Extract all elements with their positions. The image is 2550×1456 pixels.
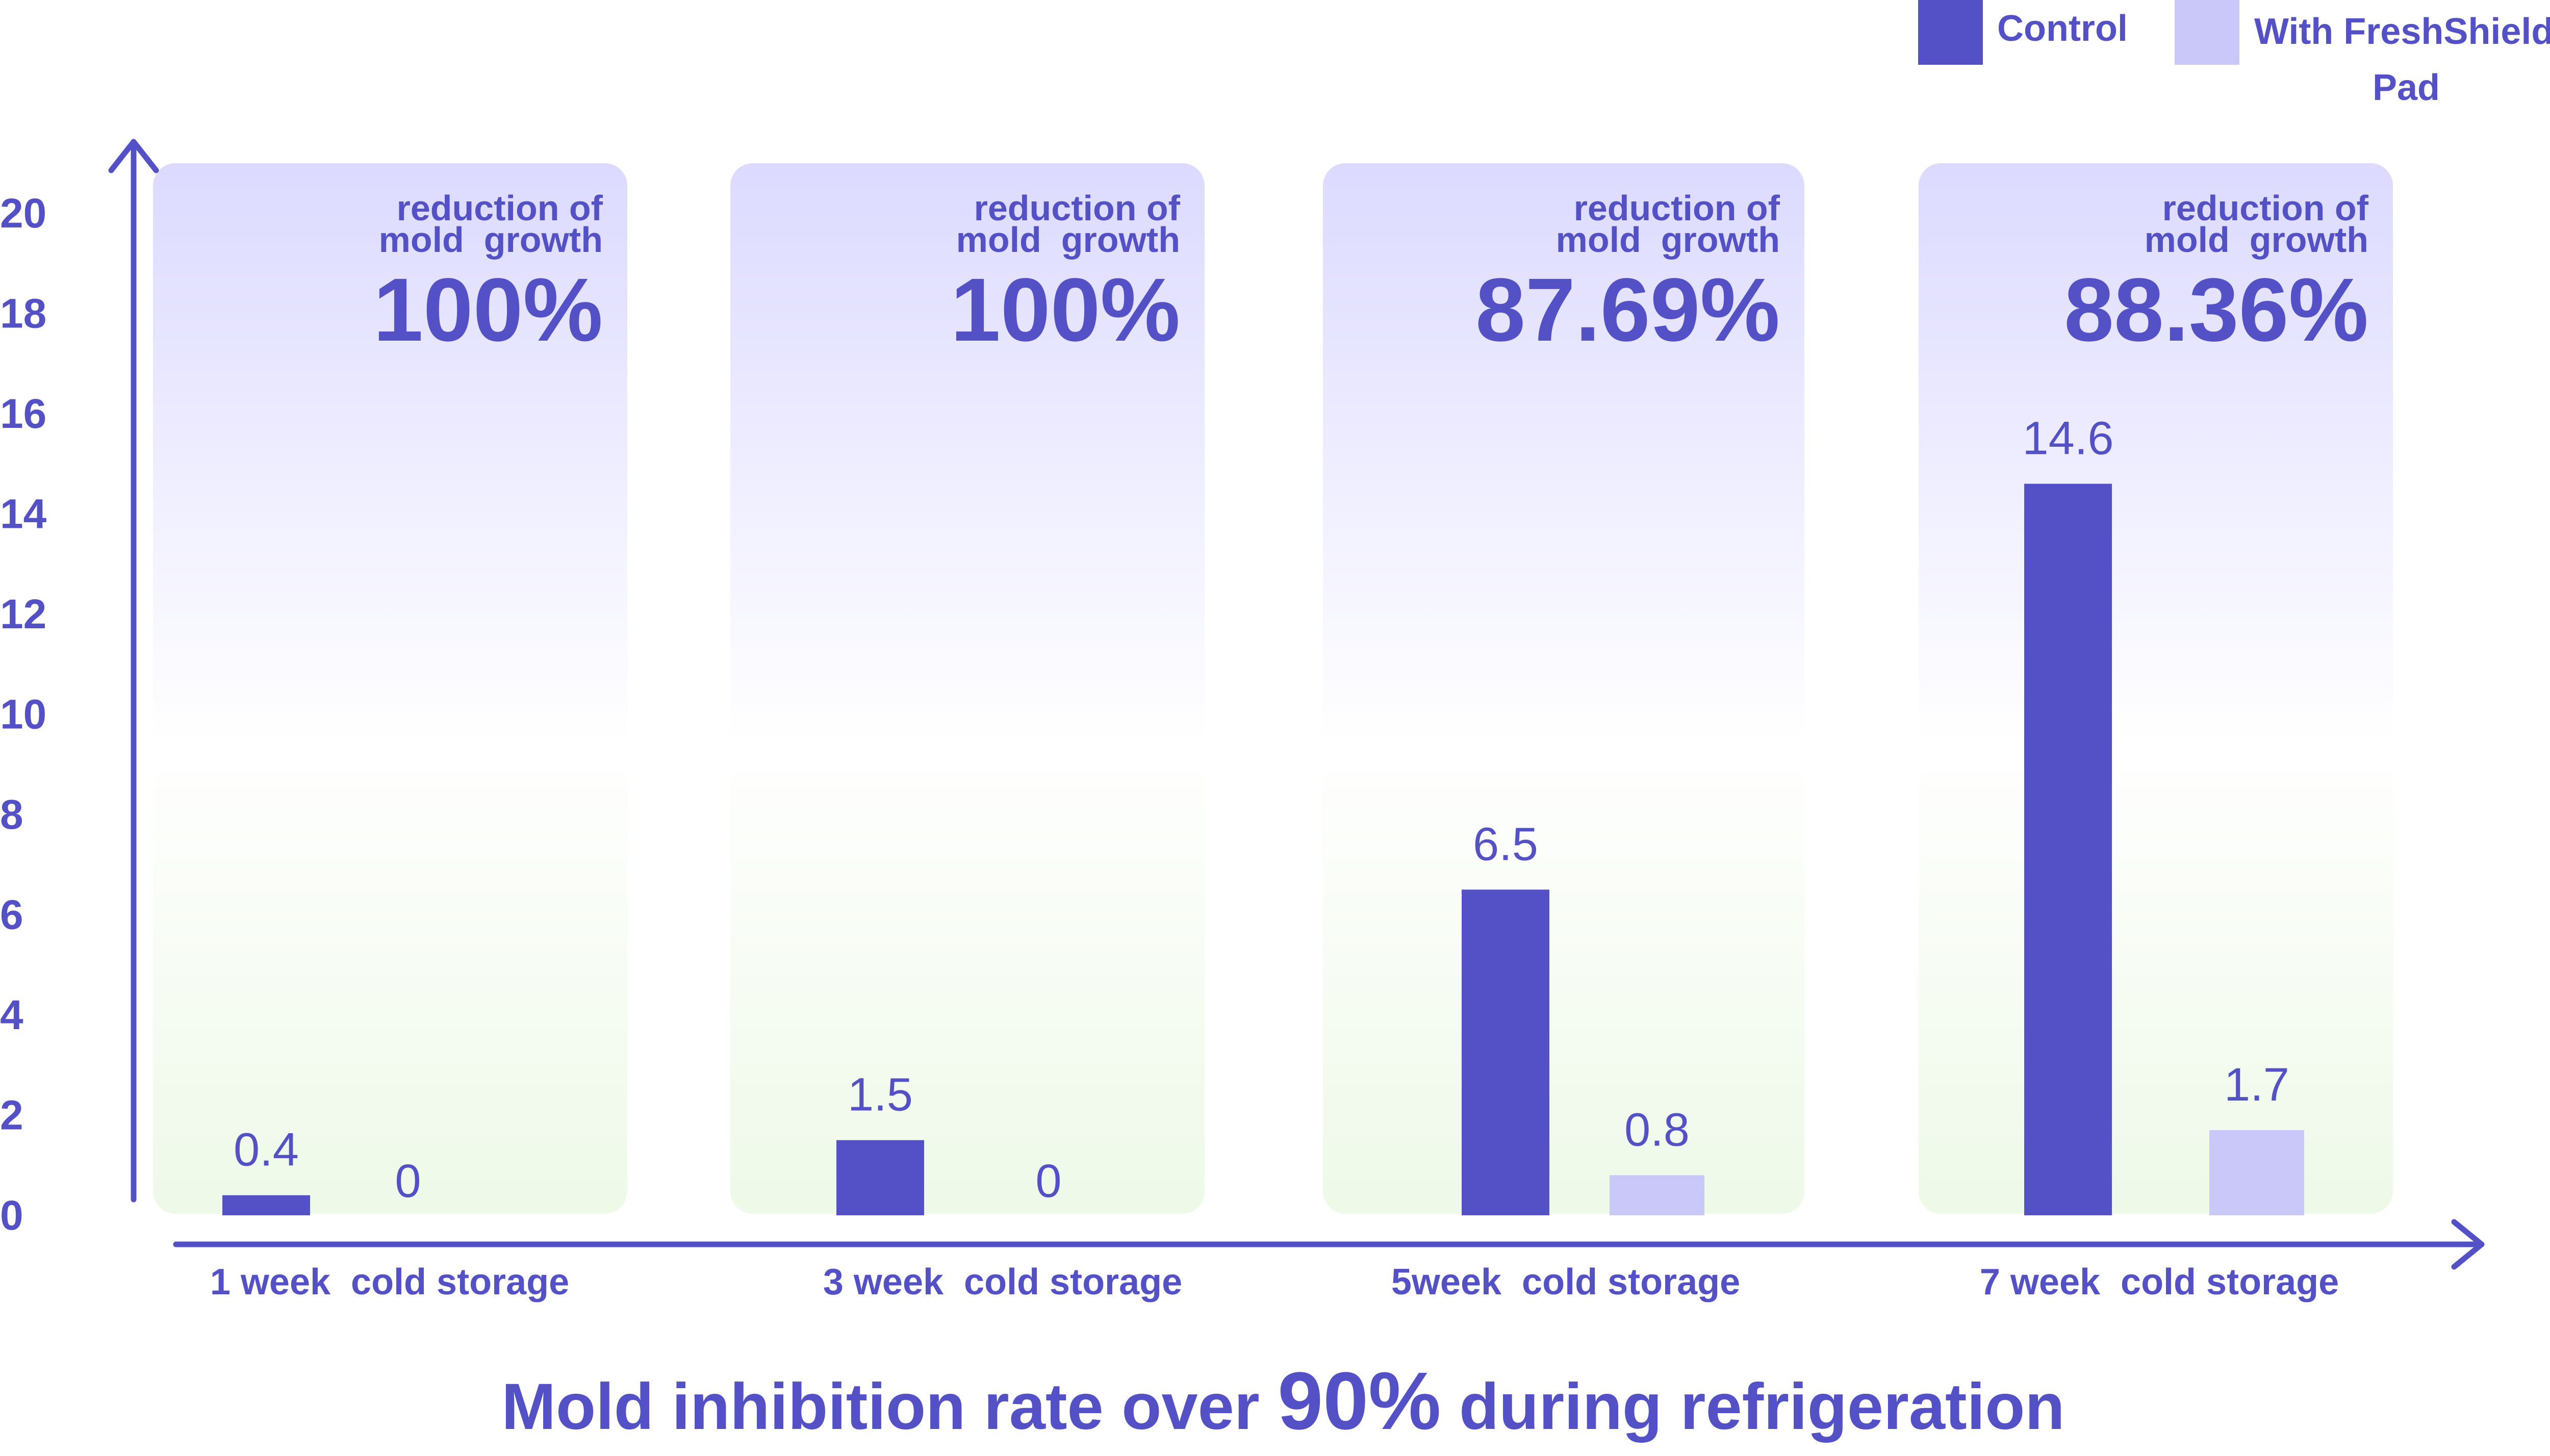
y-tick-label: 16 — [0, 391, 46, 437]
data-label-freshshield: 0 — [395, 1155, 421, 1207]
y-tick-label: 10 — [0, 692, 46, 738]
data-label-control: 14.6 — [2022, 413, 2113, 465]
x-category-label: 7 week cold storage — [1980, 1262, 2339, 1302]
bar-control — [836, 1140, 924, 1215]
data-label-freshshield: 0.8 — [1624, 1104, 1690, 1156]
annotation-label: mold growth — [956, 220, 1180, 260]
data-labels: 0.4 0 1.5 0 6.5 0.8 14.6 1.7 — [234, 413, 2289, 1207]
y-tick-label: 6 — [0, 892, 23, 938]
data-label-control: 1.5 — [848, 1069, 913, 1121]
headline-highlight: 90% — [1278, 1355, 1441, 1446]
y-tick-label: 12 — [0, 591, 46, 637]
x-category-label: 3 week cold storage — [823, 1262, 1182, 1302]
data-label-freshshield: 0 — [1035, 1155, 1061, 1207]
category-panel — [153, 163, 627, 1214]
data-label-control: 6.5 — [1473, 818, 1538, 870]
bars — [222, 483, 2304, 1215]
annotation-label: reduction of — [974, 188, 1181, 228]
annotation-label: mold growth — [2145, 220, 2368, 260]
annotation-value: 87.69% — [1475, 260, 1780, 360]
legend-swatch-freshshield — [2175, 0, 2239, 65]
legend-label-freshshield-line2: Pad — [2373, 67, 2440, 108]
legend-label-freshshield-line1: With FreshShield — [2254, 11, 2550, 52]
data-label-freshshield: 1.7 — [2224, 1059, 2289, 1111]
annotation-value: 88.36% — [2064, 260, 2368, 360]
bar-freshshield — [2209, 1130, 2304, 1215]
annotation-label: reduction of — [2162, 188, 2369, 228]
bar-control — [1462, 889, 1549, 1215]
y-tick-label: 18 — [0, 291, 46, 337]
y-tick-label: 20 — [0, 190, 46, 237]
annotation-label: mold growth — [379, 220, 603, 260]
y-tick-label: 14 — [0, 491, 47, 538]
x-category-labels: 1 week cold storage 3 week cold storage 5w… — [210, 1262, 2339, 1302]
chart-headline: Mold inhibition rate over 90% during ref… — [0, 1360, 2550, 1445]
bar-control — [2024, 483, 2112, 1215]
x-axis-arrowhead — [2451, 1219, 2485, 1270]
x-category-label: 5week cold storage — [1391, 1262, 1740, 1302]
y-tick-label: 8 — [0, 791, 23, 838]
category-panel — [1323, 163, 1804, 1214]
category-panel — [730, 163, 1205, 1214]
axes — [108, 139, 2485, 1270]
y-tick-label: 2 — [0, 1092, 23, 1139]
y-tick-label: 0 — [0, 1192, 23, 1239]
legend: Control With FreshShield Pad — [1918, 0, 2550, 108]
annotation-value: 100% — [951, 260, 1180, 360]
y-axis-arrowhead — [108, 139, 159, 173]
bar-freshshield — [1610, 1175, 1704, 1215]
bar-control — [222, 1195, 310, 1215]
annotation-label: mold growth — [1556, 220, 1780, 260]
data-label-control: 0.4 — [234, 1124, 299, 1176]
annotation-label: reduction of — [1574, 188, 1780, 228]
y-tick-label: 4 — [0, 992, 23, 1038]
y-tick-labels: 0 2 4 6 8 10 12 14 16 18 20 — [0, 190, 47, 1239]
annotation-label: reduction of — [397, 188, 603, 228]
annotation-value: 100% — [373, 260, 603, 360]
x-category-label: 1 week cold storage — [210, 1262, 569, 1302]
headline-suffix: during refrigeration — [1441, 1370, 2065, 1443]
legend-swatch-control — [1918, 0, 1983, 65]
headline-prefix: Mold inhibition rate over — [501, 1370, 1278, 1443]
legend-label-control: Control — [1997, 8, 2128, 49]
